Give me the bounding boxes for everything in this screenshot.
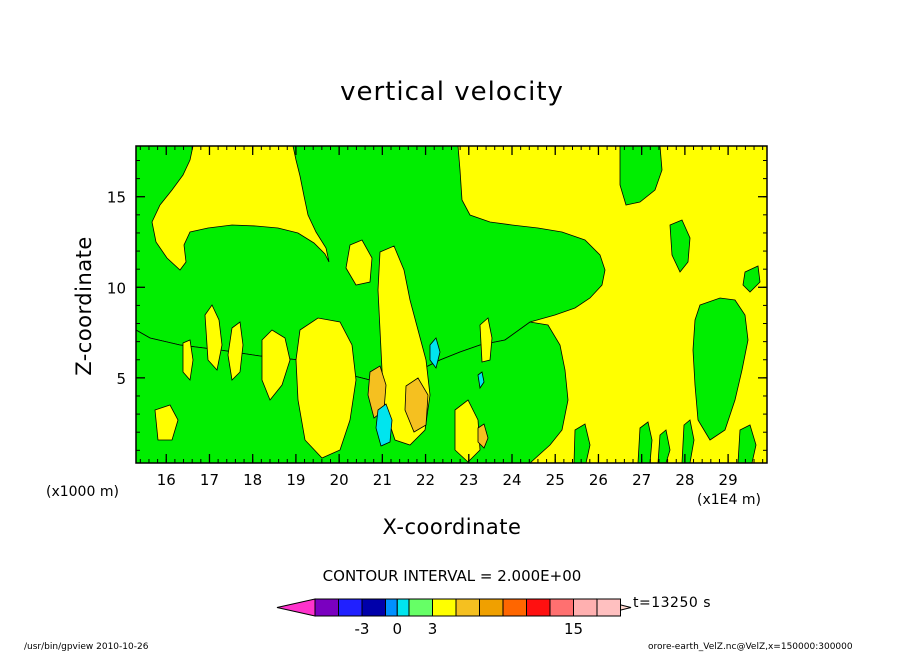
contour-field <box>136 146 767 463</box>
x-tick-label: 26 <box>589 471 608 489</box>
contour-interval-label: CONTOUR INTERVAL = 2.000E+00 <box>322 567 582 585</box>
colorbar-bin <box>338 598 363 617</box>
x-tick-label: 25 <box>546 471 565 489</box>
x-scale-label: (x1E4 m) <box>697 492 761 508</box>
colorbar-tick-label: 0 <box>392 620 402 638</box>
x-tick-label: 16 <box>157 471 176 489</box>
colorbar-tick-label: -3 <box>355 620 370 638</box>
colorbar-bin <box>526 598 551 617</box>
colorbar-bin <box>361 598 386 617</box>
axes: 16 17 18 19 20 21 22 23 24 25 26 27 28 29 5 10 15 <box>107 145 768 489</box>
x-tick-label: 24 <box>502 471 521 489</box>
colorbar-bin <box>408 598 433 617</box>
x-tick-label: 18 <box>243 471 262 489</box>
y-tick-label: 5 <box>116 370 126 388</box>
colorbar-bin <box>596 598 621 617</box>
colorbar-bin <box>385 598 398 617</box>
colorbar-bin <box>432 598 457 617</box>
x-tick-label: 22 <box>416 471 435 489</box>
colorbar: -3 0 3 15 <box>276 598 632 638</box>
colorbar-low-arrow <box>276 598 316 617</box>
colorbar-bin <box>396 598 410 617</box>
y-tick-label: 15 <box>107 189 126 207</box>
time-label: t=13250 s <box>633 595 711 611</box>
colorbar-bin <box>314 598 339 617</box>
x-unit-label: (x1000 m) <box>46 484 119 500</box>
chart-title: vertical velocity <box>340 77 564 107</box>
x-tick-label: 28 <box>675 471 694 489</box>
colorbar-bin <box>573 598 598 617</box>
footer-right: orore-earth_VelZ.nc@VelZ,x=150000:300000 <box>648 642 853 652</box>
colorbar-bin <box>502 598 527 617</box>
x-tick-label: 19 <box>286 471 305 489</box>
x-tick-label: 23 <box>459 471 478 489</box>
y-axis-label: Z-coordinate <box>72 236 96 376</box>
colorbar-bin <box>549 598 574 617</box>
x-tick-label: 29 <box>719 471 738 489</box>
x-tick-label: 17 <box>200 471 219 489</box>
x-tick-label: 21 <box>373 471 392 489</box>
x-tick-label: 27 <box>632 471 651 489</box>
colorbar-tick-label: 15 <box>564 620 583 638</box>
footer-left: /usr/bin/gpview 2010-10-26 <box>24 642 149 652</box>
colorbar-bin <box>479 598 504 617</box>
x-axis-label: X-coordinate <box>382 515 522 539</box>
colorbar-bin <box>455 598 480 617</box>
y-tick-label: 10 <box>107 279 126 297</box>
colorbar-tick-label: 3 <box>428 620 438 638</box>
x-tick-label: 20 <box>330 471 349 489</box>
